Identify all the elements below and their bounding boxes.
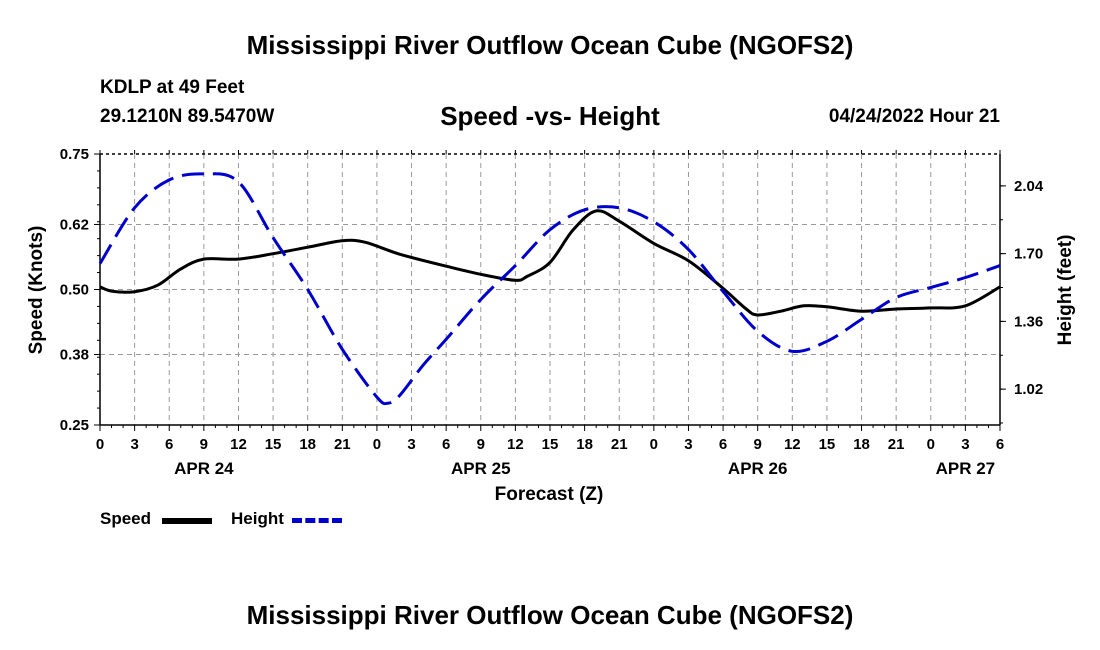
x-tick-label: 9: [477, 436, 485, 453]
x-tick-label: 9: [754, 436, 762, 453]
legend-speed-label: Speed: [100, 509, 152, 528]
date-label: APR 27: [936, 459, 996, 478]
x-tick-label: 21: [888, 436, 905, 453]
speed-series-line: [99, 209, 1001, 317]
y2-tick-label: 1.70: [1014, 246, 1043, 263]
y2-axis-label: Height (feet): [1055, 235, 1076, 346]
x-tick-label: 3: [130, 436, 138, 453]
y-tick-label: 0.75: [60, 146, 89, 163]
legend-speed-swatch: [162, 518, 212, 524]
date-label: APR 25: [451, 459, 511, 478]
x-tick-label: 15: [819, 436, 836, 453]
grid-lines: [100, 154, 1000, 425]
main-title: Mississippi River Outflow Ocean Cube (NG…: [246, 30, 854, 60]
y-tick-label: 0.62: [60, 216, 89, 233]
x-tick-label: 18: [299, 436, 316, 453]
forecast-datetime: 04/24/2022 Hour 21: [828, 106, 1000, 127]
x-tick-label: 6: [442, 436, 450, 453]
x-tick-label: 6: [165, 436, 173, 453]
y-tick-label: 0.50: [60, 282, 89, 299]
x-tick-label: 12: [784, 436, 801, 453]
series-lines: [98, 172, 1001, 406]
y-tick-label: 0.25: [60, 417, 89, 434]
y2-tick-label: 1.36: [1014, 313, 1043, 330]
chart-subtitle: Speed -vs- Height: [440, 101, 660, 131]
x-tick-label: 9: [200, 436, 208, 453]
y-tick-label: 0.38: [60, 347, 89, 364]
x-tick-label: 21: [611, 436, 628, 453]
x-tick-label: 0: [927, 436, 935, 453]
x-tick-label: 3: [407, 436, 415, 453]
x-axis-label: Forecast (Z): [495, 484, 604, 505]
x-tick-label: 15: [542, 436, 559, 453]
x-tick-label: 12: [507, 436, 524, 453]
x-tick-label: 15: [265, 436, 282, 453]
x-tick-label: 18: [576, 436, 593, 453]
x-tick-label: 3: [684, 436, 692, 453]
y2-tick-label: 2.04: [1014, 178, 1044, 195]
coordinates-label: 29.1210N 89.5470W: [100, 106, 275, 127]
x-tick-label: 21: [334, 436, 351, 453]
date-label: APR 26: [728, 459, 788, 478]
x-tick-label: 0: [373, 436, 381, 453]
x-tick-label: 12: [230, 436, 247, 453]
date-label: APR 24: [174, 459, 234, 478]
y-axis-label: Speed (Knots): [26, 226, 47, 355]
x-tick-label: 18: [853, 436, 870, 453]
height-series-line: [98, 172, 1001, 406]
x-tick-label: 0: [650, 436, 658, 453]
bottom-title: Mississippi River Outflow Ocean Cube (NG…: [246, 600, 854, 630]
x-tick-label: 6: [719, 436, 727, 453]
station-label: KDLP at 49 Feet: [100, 77, 245, 98]
y2-tick-label: 1.02: [1014, 381, 1043, 398]
legend-height-swatch: [292, 518, 342, 523]
legend-height-label: Height: [231, 509, 284, 528]
axis-ticks: 0 3 6 9 12 15 18 21 0 3 6 9 12 15 18 21 0 3 6 9 12 15 18 21 0 3 6A…: [60, 146, 1044, 478]
x-tick-label: 3: [961, 436, 969, 453]
x-tick-label: 0: [96, 436, 104, 453]
x-tick-label: 6: [996, 436, 1004, 453]
